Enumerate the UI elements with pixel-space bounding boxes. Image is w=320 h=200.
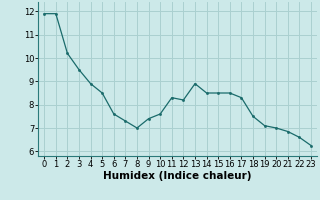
X-axis label: Humidex (Indice chaleur): Humidex (Indice chaleur)	[103, 171, 252, 181]
